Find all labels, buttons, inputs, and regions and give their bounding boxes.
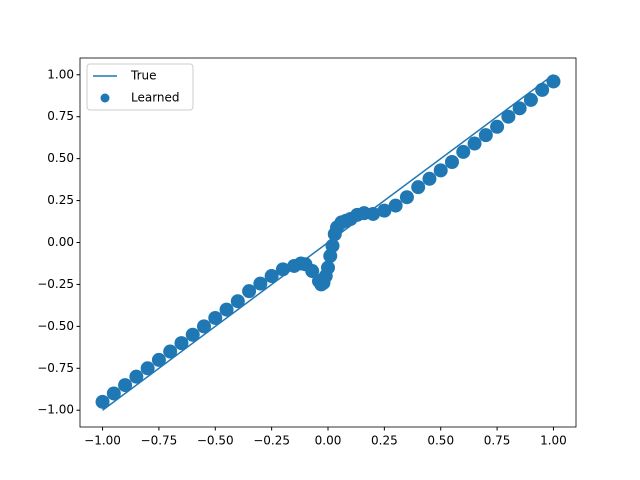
- y-tick-label: 0.00: [47, 235, 74, 249]
- scatter-point: [546, 74, 561, 89]
- y-tick-label: 0.75: [47, 109, 74, 123]
- y-tick-label: −0.75: [37, 361, 74, 375]
- scatter-point: [422, 171, 437, 186]
- scatter-point: [399, 190, 414, 205]
- scatter-point: [445, 154, 459, 169]
- x-tick-label: 1.00: [540, 434, 567, 448]
- y-tick-label: 0.50: [47, 151, 74, 165]
- scatter-point: [230, 294, 245, 309]
- scatter-point: [388, 198, 403, 213]
- legend-label: True: [130, 69, 157, 83]
- scatter-point: [467, 136, 482, 151]
- scatter-point: [305, 264, 320, 279]
- y-tick-label: −0.50: [37, 319, 74, 333]
- scatter-point: [264, 269, 279, 284]
- scatter-point: [321, 260, 335, 275]
- scatter-point: [501, 109, 516, 124]
- legend: True Learned: [86, 63, 194, 111]
- scatter-point: [129, 369, 144, 384]
- x-tick-label: 0.75: [484, 434, 511, 448]
- scatter-point: [478, 128, 493, 143]
- x-tick-label: 0.50: [427, 434, 454, 448]
- scatter-point: [95, 394, 110, 409]
- y-tick-label: −0.25: [37, 277, 74, 291]
- x-tick-label: 0.00: [315, 434, 342, 448]
- scatter-point: [456, 144, 471, 159]
- scatter-point: [512, 101, 527, 116]
- scatter-point: [490, 119, 505, 134]
- scatter-point: [253, 276, 268, 291]
- x-tick-label: −0.75: [141, 434, 178, 448]
- axes-frame: [79, 57, 577, 428]
- scatter-point: [208, 310, 223, 325]
- y-tick-label: 1.00: [47, 67, 74, 81]
- scatter-point: [523, 92, 538, 107]
- x-tick-label: −1.00: [84, 434, 121, 448]
- x-tick-label: −0.50: [197, 434, 234, 448]
- plot-area: [95, 74, 561, 411]
- scatter-point: [106, 386, 121, 401]
- scatter-point: [411, 180, 426, 195]
- legend-label: Learned: [131, 91, 180, 105]
- scatter-point: [118, 378, 133, 393]
- x-tick-label: −0.25: [253, 434, 290, 448]
- y-tick-label: −1.00: [37, 403, 74, 417]
- scatter-point: [174, 336, 189, 351]
- x-tick-label: 0.25: [371, 434, 398, 448]
- scatter-point: [366, 206, 381, 221]
- legend-marker: [100, 93, 110, 103]
- scatter-point: [219, 302, 234, 317]
- y-tick-label: 0.25: [47, 193, 74, 207]
- scatter-point: [197, 319, 211, 334]
- scatter-point: [140, 361, 155, 376]
- scatter-point: [535, 82, 550, 97]
- scatter-point: [163, 344, 178, 359]
- scatter-point: [377, 203, 392, 218]
- scatter-point: [325, 238, 340, 253]
- scatter-point: [242, 284, 257, 299]
- scatter-point: [433, 163, 448, 178]
- scatter-point: [275, 262, 290, 277]
- scatter-point: [185, 327, 200, 342]
- scatter-point: [151, 352, 166, 367]
